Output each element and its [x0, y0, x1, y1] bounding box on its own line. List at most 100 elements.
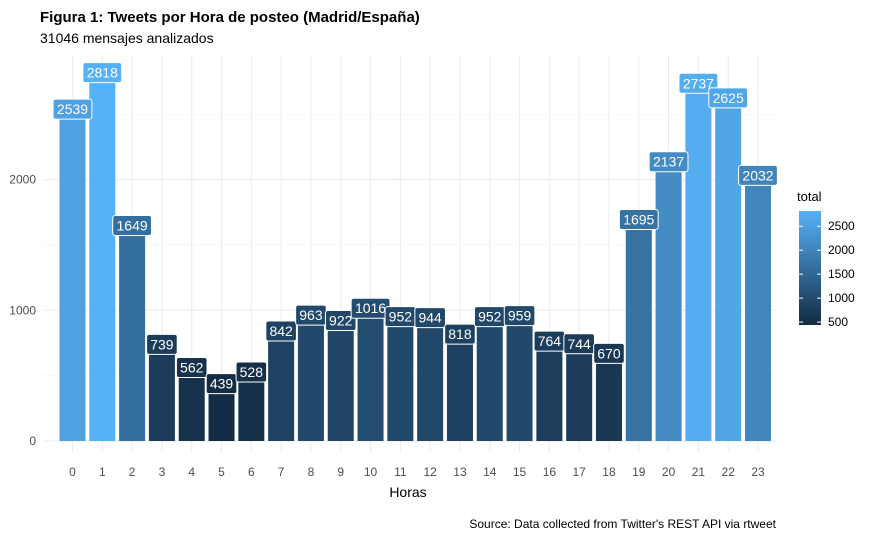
bar-value-label-text: 739 [150, 336, 174, 352]
bar-value-label-box [175, 357, 208, 379]
bar-value-label-text: 2625 [713, 90, 744, 106]
bar-value-label-text: 944 [418, 310, 442, 326]
chart-title: Figura 1: Tweets por Hora de posteo (Mad… [40, 9, 420, 26]
bar-value-label: 2137 [648, 151, 689, 173]
chart-caption: Source: Data collected from Twitter's RE… [469, 517, 776, 531]
bar-value-label-text: 1695 [623, 211, 654, 227]
bar-value-label-text: 2737 [683, 75, 714, 91]
bar-value-label-box [324, 309, 357, 331]
bar-value-label: 963 [295, 304, 327, 326]
bar-value-label-text: 963 [299, 307, 323, 323]
legend-tick-label: 2500 [828, 219, 855, 233]
x-tick-label: 3 [159, 465, 166, 479]
x-tick-label: 9 [337, 465, 344, 479]
x-tick-label: 19 [632, 465, 646, 479]
legend: total 500 1000 1500 2000 2500 [797, 189, 855, 329]
x-axis-title: Horas [389, 484, 426, 500]
x-tick-label: 11 [394, 465, 407, 479]
x-tick-label: 7 [278, 465, 285, 479]
bar-value-label-text: 842 [269, 323, 293, 339]
bar [506, 315, 533, 441]
bar-value-label-box [235, 361, 268, 383]
bar-value-label-box [593, 342, 625, 364]
bar-value-label: 818 [444, 323, 476, 345]
bar-value-label-box [414, 307, 446, 329]
legend-tick-label: 1500 [828, 267, 855, 281]
bar [566, 343, 593, 441]
bar [685, 83, 712, 441]
y-tick-label: 0 [29, 434, 36, 448]
bar-value-label-box [503, 305, 536, 327]
chart-subtitle: 31046 mensajes analizados [40, 30, 214, 46]
bar-value-label-box [678, 72, 719, 94]
x-tick-label: 0 [69, 465, 76, 479]
bar-value-label-text: 959 [508, 308, 532, 324]
bar-value-label-text: 2032 [742, 167, 773, 183]
bar-value-label: 1695 [618, 208, 659, 230]
bar-value-label: 670 [593, 342, 625, 364]
bar [625, 219, 652, 441]
bar-value-label-text: 818 [448, 326, 472, 342]
bar-value-label-box [265, 320, 297, 342]
x-tick-label: 16 [543, 465, 557, 479]
x-tick-label: 10 [364, 465, 378, 479]
bar [59, 109, 86, 441]
bar-value-label: 764 [533, 330, 566, 352]
legend-ticks: 500 1000 1500 2000 2500 [799, 219, 855, 329]
bar-value-label: 744 [563, 333, 595, 355]
y-axis-ticks: 0 1000 2000 [9, 173, 36, 448]
bar [297, 315, 324, 441]
x-tick-label: 6 [248, 465, 255, 479]
x-tick-label: 2 [129, 465, 136, 479]
bar-value-label-text: 439 [210, 376, 234, 392]
bar-value-label-box [738, 164, 778, 186]
bar-value-label-text: 2137 [653, 154, 684, 170]
bar-value-label-box [708, 87, 749, 109]
legend-tick-label: 500 [828, 315, 848, 329]
x-tick-label: 21 [692, 465, 706, 479]
bar-value-label-box [444, 323, 476, 345]
y-tick-label: 2000 [9, 173, 36, 187]
x-tick-label: 12 [423, 465, 437, 479]
y-tick-label: 1000 [9, 303, 36, 317]
legend-tick-label: 1000 [828, 291, 855, 305]
bar-value-label: 2737 [678, 72, 719, 94]
legend-title: total [797, 189, 822, 204]
bar [357, 308, 384, 441]
bar-value-label: 562 [175, 357, 208, 379]
bar-value-label-box [146, 333, 178, 355]
bar [387, 316, 414, 441]
x-axis-ticks: 0 1 2 3 4 5 6 7 8 9 10 11 12 13 14 15 16 17 18 19 20 21 22 23 [69, 465, 765, 479]
bar [715, 97, 742, 441]
bar-value-label-text: 952 [478, 309, 502, 325]
bar [178, 367, 205, 441]
x-tick-label: 5 [218, 465, 225, 479]
bar-value-label: 842 [265, 320, 297, 342]
bar-value-label-box [618, 208, 659, 230]
x-tick-label: 14 [483, 465, 497, 479]
x-tick-label: 4 [188, 465, 195, 479]
bar [745, 175, 771, 441]
bar-value-label-text: 562 [180, 360, 204, 376]
bar [268, 330, 295, 441]
bar-value-label-box [52, 98, 93, 120]
legend-tick-label: 2000 [828, 243, 855, 257]
bar [595, 353, 622, 441]
bar-value-label-text: 744 [567, 336, 591, 352]
bar-value-label-text: 1016 [355, 300, 386, 316]
bar-value-label: 1649 [112, 214, 153, 236]
bar [327, 320, 354, 441]
bar-value-label: 922 [324, 309, 357, 331]
x-tick-label: 13 [453, 465, 467, 479]
bar [89, 72, 116, 441]
bar-value-label-text: 952 [389, 309, 413, 325]
bar-value-label: 439 [205, 373, 238, 395]
x-tick-label: 20 [662, 465, 676, 479]
bar-value-label: 944 [414, 307, 446, 329]
bar-value-label-text: 528 [240, 364, 264, 380]
bar-value-label-text: 764 [538, 333, 562, 349]
x-tick-label: 8 [308, 465, 315, 479]
